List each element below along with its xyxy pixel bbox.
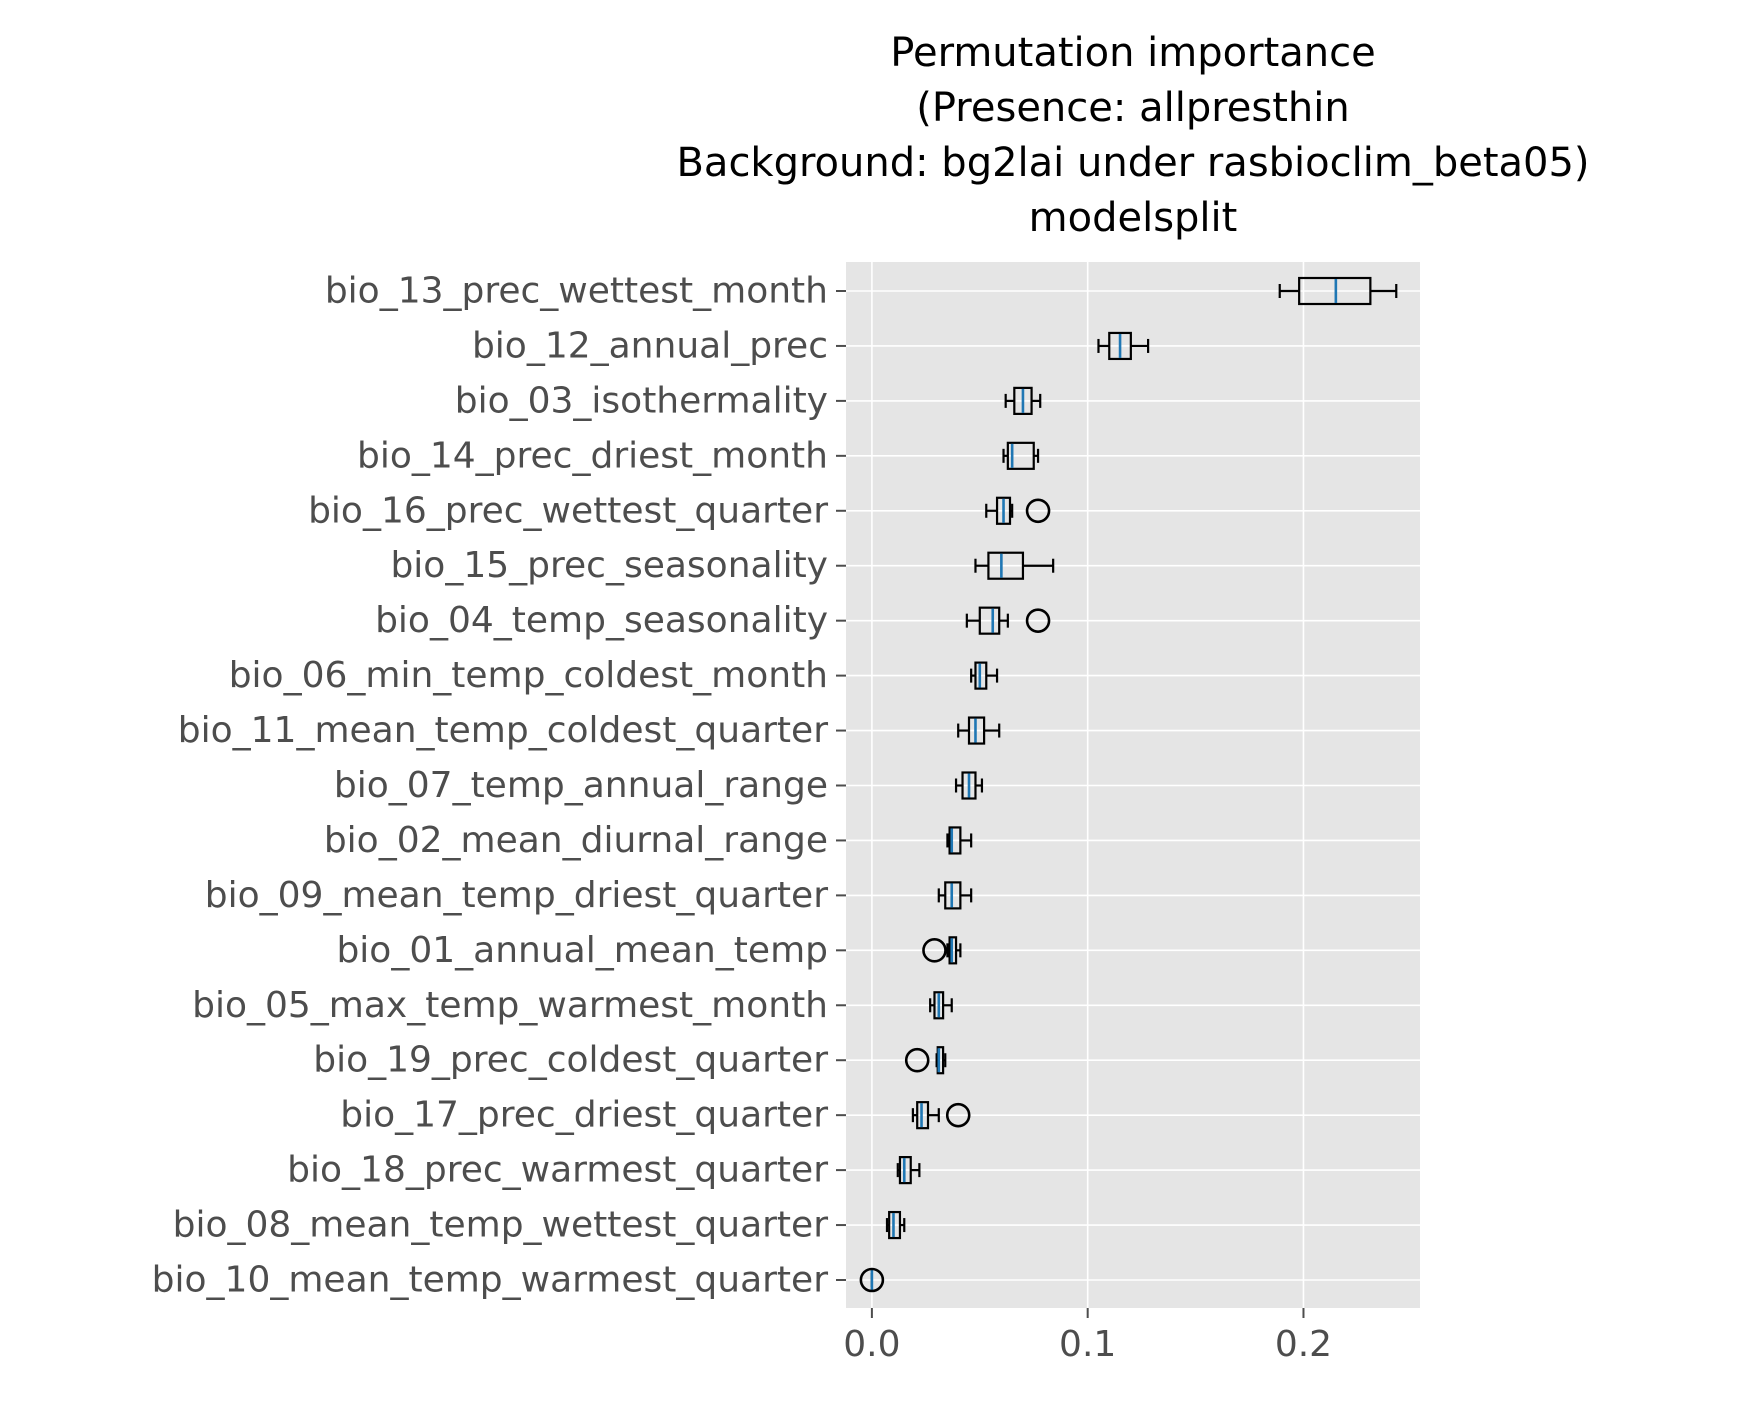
box-bio_11_mean_temp_coldest_quarter: [957, 716, 1001, 745]
x-axis-ticks: 0.0 0.1 0.2: [843, 1308, 1332, 1365]
y-tick-label: bio_17_prec_driest_quarter: [340, 1095, 828, 1136]
box-bio_18_prec_warmest_quarter: [896, 1156, 921, 1185]
chart-title-line-2: (Presence: allpresthin: [916, 85, 1349, 131]
outlier-point: [1025, 498, 1051, 524]
y-axis-ticks: bio_13_prec_wettest_month bio_12_annual_p…: [152, 271, 846, 1301]
box-bio_16_prec_wettest_quarter: [985, 496, 1051, 525]
box-iqr: [961, 771, 977, 800]
box-iqr: [916, 1101, 930, 1130]
box-bio_02_mean_diurnal_range: [946, 826, 973, 855]
y-tick-label: bio_10_mean_temp_warmest_quarter: [152, 1260, 829, 1301]
y-tick-label: bio_01_annual_mean_temp: [336, 930, 828, 971]
box-iqr: [1298, 276, 1372, 306]
y-tick-label: bio_08_mean_temp_wettest_quarter: [173, 1205, 829, 1246]
x-tick-label: 0.0: [843, 1324, 900, 1365]
outlier-point: [1025, 608, 1051, 633]
outlier-point: [859, 1267, 885, 1293]
box-bio_07_temp_annual_range: [954, 771, 984, 800]
y-tick-label: bio_02_mean_diurnal_range: [324, 820, 828, 861]
box-bio_19_prec_coldest_quarter: [904, 1046, 947, 1075]
y-tick-label: bio_14_prec_driest_month: [357, 435, 828, 476]
chart-title-line-3: Background: bg2lai under rasbioclim_beta…: [676, 140, 1589, 186]
box-bio_15_prec_seasonality: [974, 551, 1055, 580]
y-tick-label: bio_19_prec_coldest_quarter: [313, 1040, 828, 1081]
y-tick-label: bio_11_mean_temp_coldest_quarter: [178, 710, 828, 751]
x-tick-label: 0.2: [1275, 1324, 1332, 1365]
y-tick-label: bio_16_prec_wettest_quarter: [308, 490, 828, 531]
box-bio_04_temp_seasonality: [965, 606, 1051, 635]
y-tick-label: bio_05_max_temp_warmest_month: [192, 985, 828, 1026]
y-tick-label: bio_03_isothermality: [455, 380, 828, 421]
box-bio_08_mean_temp_wettest_quarter: [885, 1210, 906, 1240]
box-iqr: [1013, 386, 1033, 415]
y-tick-label: bio_18_prec_warmest_quarter: [287, 1150, 828, 1191]
chart-title-line-4: modelsplit: [1029, 195, 1238, 241]
box-iqr: [944, 881, 962, 910]
y-tick-label: bio_07_temp_annual_range: [334, 765, 828, 806]
box-bio_14_prec_driest_month: [1002, 441, 1040, 470]
box-iqr: [974, 661, 988, 690]
y-tick-label: bio_12_annual_prec: [472, 325, 828, 366]
box-bio_05_max_temp_warmest_month: [929, 991, 953, 1020]
box-series: [859, 276, 1398, 1293]
x-tick-label: 0.1: [1059, 1324, 1116, 1365]
box-iqr: [948, 936, 958, 965]
box-iqr: [987, 551, 1025, 580]
box-iqr: [898, 1156, 912, 1185]
y-tick-label: bio_04_temp_seasonality: [375, 600, 828, 641]
grid-lines: [846, 262, 1420, 1308]
y-tick-label: bio_06_min_temp_coldest_month: [229, 655, 828, 696]
box-bio_17_prec_driest_quarter: [911, 1101, 971, 1130]
box-iqr: [933, 991, 945, 1020]
outlier-point: [904, 1047, 930, 1073]
outlier-point: [945, 1102, 971, 1128]
box-iqr: [1006, 441, 1035, 470]
y-tick-label: bio_15_prec_seasonality: [390, 545, 828, 586]
chart-title: Permutation importance (Presence: allpre…: [676, 30, 1589, 241]
box-bio_10_mean_temp_warmest_quarter: [859, 1267, 885, 1293]
outlier-point: [922, 938, 947, 963]
y-tick-label: bio_13_prec_wettest_month: [325, 271, 828, 312]
box-bio_09_mean_temp_driest_quarter: [937, 881, 973, 910]
box-iqr: [888, 1210, 902, 1240]
box-iqr: [978, 606, 1001, 635]
y-tick-label: bio_09_mean_temp_driest_quarter: [205, 875, 828, 916]
box-bio_01_annual_mean_temp: [922, 936, 962, 965]
box-bio_06_min_temp_coldest_month: [970, 661, 999, 690]
box-bio_13_prec_wettest_month: [1278, 276, 1398, 306]
box-iqr: [948, 826, 962, 855]
box-iqr: [995, 496, 1012, 525]
box-bio_12_annual_prec: [1097, 331, 1150, 361]
chart-title-line-1: Permutation importance: [890, 30, 1375, 76]
box-iqr: [967, 716, 986, 745]
box-bio_03_isothermality: [1004, 386, 1042, 415]
box-iqr: [1108, 331, 1132, 361]
